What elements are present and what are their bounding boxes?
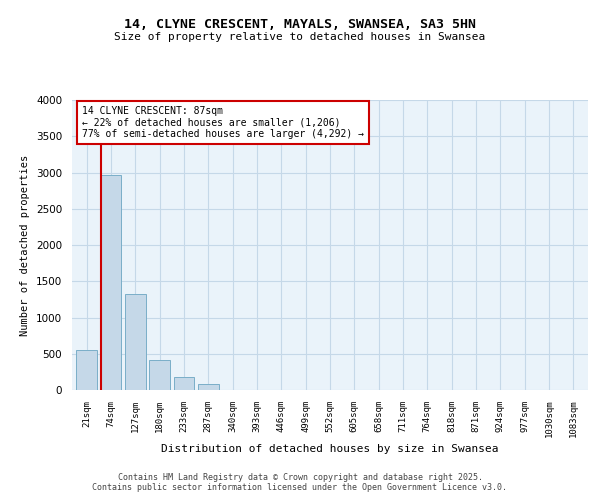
Bar [76, 350, 97, 390]
Text: 14 CLYNE CRESCENT: 87sqm
← 22% of detached houses are smaller (1,206)
77% of sem: 14 CLYNE CRESCENT: 87sqm ← 22% of detach… [82, 106, 364, 139]
X-axis label: Distribution of detached houses by size in Swansea: Distribution of detached houses by size … [161, 444, 499, 454]
Y-axis label: Number of detached properties: Number of detached properties [20, 154, 31, 336]
Bar [101, 174, 121, 390]
Text: Size of property relative to detached houses in Swansea: Size of property relative to detached ho… [115, 32, 485, 42]
Bar [149, 360, 170, 390]
Text: 14, CLYNE CRESCENT, MAYALS, SWANSEA, SA3 5HN: 14, CLYNE CRESCENT, MAYALS, SWANSEA, SA3… [124, 18, 476, 30]
Bar [125, 294, 146, 390]
Bar [173, 378, 194, 390]
Bar [198, 384, 218, 390]
Text: Contains HM Land Registry data © Crown copyright and database right 2025.
Contai: Contains HM Land Registry data © Crown c… [92, 473, 508, 492]
